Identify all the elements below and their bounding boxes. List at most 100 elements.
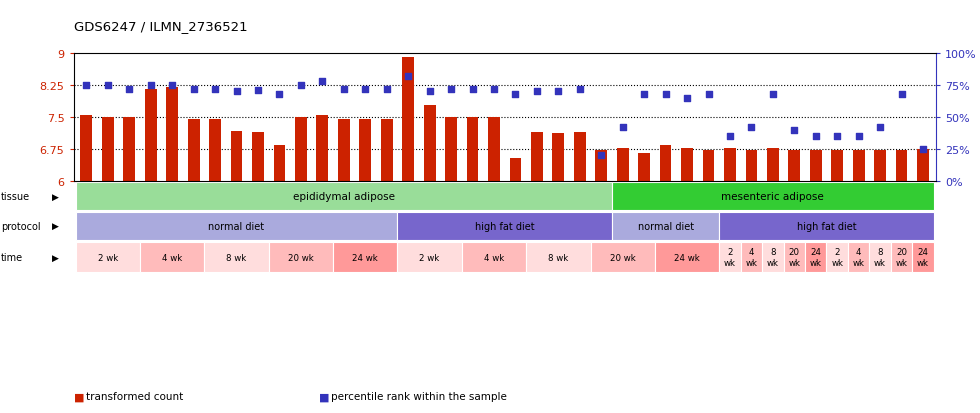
Text: 2
wk: 2 wk bbox=[831, 248, 843, 267]
Bar bbox=[423, 106, 435, 182]
Point bbox=[894, 91, 909, 98]
Text: high fat diet: high fat diet bbox=[797, 221, 857, 231]
Bar bbox=[746, 151, 758, 182]
Bar bbox=[102, 118, 114, 182]
Point bbox=[872, 125, 888, 131]
Bar bbox=[681, 148, 693, 182]
Bar bbox=[917, 150, 929, 182]
Text: 24
wk: 24 wk bbox=[809, 248, 822, 267]
Text: 2 wk: 2 wk bbox=[98, 253, 118, 262]
Text: 8
wk: 8 wk bbox=[874, 248, 886, 267]
Bar bbox=[75, 183, 612, 210]
Bar bbox=[205, 242, 269, 273]
Bar bbox=[762, 242, 784, 273]
Point bbox=[271, 91, 287, 98]
Point bbox=[250, 88, 266, 94]
Point bbox=[679, 95, 695, 102]
Point bbox=[379, 86, 395, 93]
Bar bbox=[398, 213, 612, 240]
Bar bbox=[874, 151, 886, 182]
Bar bbox=[574, 133, 586, 182]
Bar bbox=[741, 242, 762, 273]
Point bbox=[421, 89, 437, 95]
Bar bbox=[269, 242, 333, 273]
Bar bbox=[848, 242, 869, 273]
Point bbox=[100, 83, 116, 89]
Point bbox=[594, 153, 610, 159]
Bar bbox=[912, 242, 934, 273]
Bar bbox=[488, 118, 500, 182]
Point bbox=[486, 86, 502, 93]
Bar bbox=[466, 118, 478, 182]
Bar bbox=[317, 116, 328, 182]
Text: epididymal adipose: epididymal adipose bbox=[293, 192, 395, 202]
Bar bbox=[75, 213, 398, 240]
Bar bbox=[381, 120, 393, 182]
Bar bbox=[360, 120, 371, 182]
Bar bbox=[338, 120, 350, 182]
Text: 4 wk: 4 wk bbox=[162, 253, 182, 262]
Bar bbox=[719, 213, 934, 240]
Bar bbox=[333, 242, 398, 273]
Bar bbox=[462, 242, 526, 273]
Point bbox=[443, 86, 459, 93]
Bar bbox=[703, 151, 714, 182]
Text: transformed count: transformed count bbox=[86, 392, 183, 401]
Bar bbox=[719, 242, 741, 273]
Point bbox=[829, 133, 845, 140]
Text: ■: ■ bbox=[74, 392, 84, 401]
Text: 2 wk: 2 wk bbox=[419, 253, 440, 262]
Bar bbox=[853, 151, 864, 182]
Text: time: time bbox=[1, 253, 24, 263]
Bar bbox=[595, 151, 608, 182]
Bar bbox=[230, 131, 242, 182]
Bar bbox=[655, 242, 719, 273]
Bar bbox=[145, 90, 157, 182]
Point bbox=[551, 89, 566, 95]
Text: ▶: ▶ bbox=[52, 253, 60, 262]
Text: 8 wk: 8 wk bbox=[226, 253, 247, 262]
Bar bbox=[252, 133, 264, 182]
Bar bbox=[805, 242, 826, 273]
Bar bbox=[660, 145, 671, 182]
Text: 20 wk: 20 wk bbox=[288, 253, 314, 262]
Point bbox=[529, 89, 545, 95]
Text: 24 wk: 24 wk bbox=[353, 253, 378, 262]
Text: tissue: tissue bbox=[1, 192, 30, 202]
Point bbox=[572, 86, 588, 93]
Point bbox=[787, 127, 803, 134]
Bar bbox=[612, 213, 719, 240]
Bar bbox=[724, 148, 736, 182]
Point bbox=[78, 83, 94, 89]
Bar bbox=[784, 242, 805, 273]
Text: normal diet: normal diet bbox=[638, 221, 694, 231]
Bar bbox=[826, 242, 848, 273]
Bar bbox=[809, 151, 821, 182]
Point bbox=[465, 86, 480, 93]
Bar bbox=[612, 183, 934, 210]
Bar bbox=[295, 118, 307, 182]
Text: protocol: protocol bbox=[1, 221, 40, 231]
Text: 2
wk: 2 wk bbox=[724, 248, 736, 267]
Point bbox=[915, 146, 931, 153]
Text: GDS6247 / ILMN_2736521: GDS6247 / ILMN_2736521 bbox=[74, 20, 247, 33]
Bar bbox=[123, 118, 135, 182]
Bar bbox=[789, 151, 801, 182]
Point bbox=[614, 125, 630, 131]
Point bbox=[358, 86, 373, 93]
Point bbox=[400, 74, 416, 80]
Bar bbox=[167, 88, 178, 182]
Text: mesenteric adipose: mesenteric adipose bbox=[721, 192, 824, 202]
Bar bbox=[591, 242, 655, 273]
Point bbox=[122, 86, 137, 93]
Bar bbox=[273, 145, 285, 182]
Point bbox=[143, 83, 159, 89]
Text: percentile rank within the sample: percentile rank within the sample bbox=[331, 392, 507, 401]
Point bbox=[315, 78, 330, 85]
Bar bbox=[398, 242, 462, 273]
Text: 20
wk: 20 wk bbox=[896, 248, 907, 267]
Point bbox=[851, 133, 866, 140]
Point bbox=[701, 91, 716, 98]
Text: 20 wk: 20 wk bbox=[610, 253, 636, 262]
Text: ▶: ▶ bbox=[52, 192, 60, 201]
